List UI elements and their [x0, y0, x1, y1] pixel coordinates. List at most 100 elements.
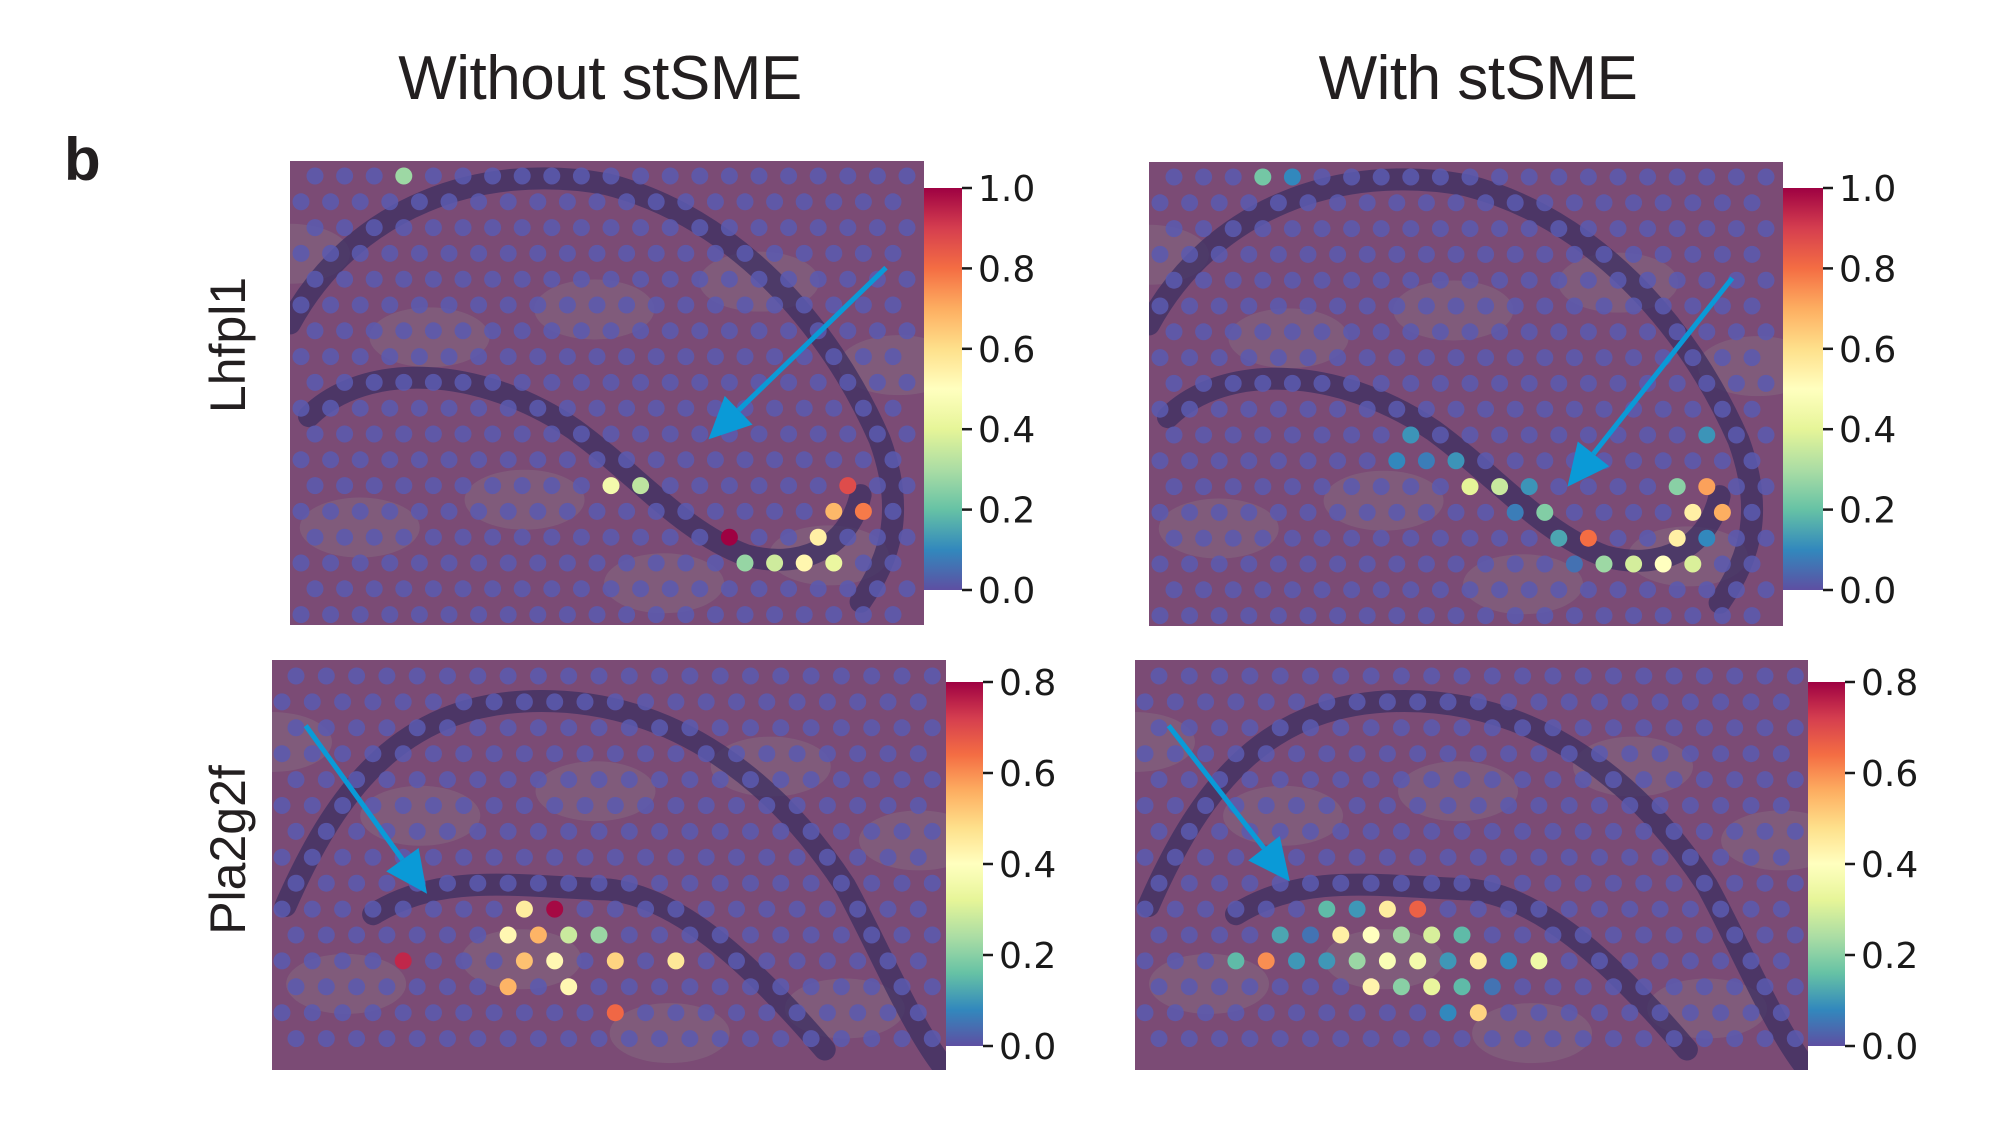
background-spot [1500, 745, 1518, 763]
background-spot [440, 348, 458, 366]
background-spot [728, 797, 745, 814]
background-spot [602, 528, 620, 546]
background-spot [742, 926, 759, 944]
background-spot [381, 554, 399, 572]
background-spot [1726, 926, 1744, 944]
background-spot [1166, 952, 1184, 970]
background-spot [1197, 797, 1215, 814]
background-spot [336, 477, 354, 495]
background-spot [1240, 245, 1258, 263]
background-spot [1695, 771, 1713, 789]
background-spot [1726, 1030, 1744, 1048]
background-spot [529, 606, 547, 624]
background-spot [772, 874, 790, 892]
tissue-image [1135, 660, 1808, 1070]
expression-spot [825, 502, 843, 520]
background-spot [1595, 245, 1613, 263]
background-spot [1241, 667, 1259, 685]
background-spot [1621, 693, 1639, 711]
background-spot [543, 580, 561, 598]
expression-spot [546, 900, 564, 918]
background-spot [1514, 822, 1532, 840]
background-spot [440, 554, 458, 572]
background-spot [485, 848, 503, 866]
background-spot [317, 874, 335, 892]
background-spot [381, 399, 399, 417]
background-spot [1668, 220, 1686, 238]
background-spot [1500, 848, 1518, 866]
expression-spot [1423, 978, 1441, 996]
background-spot [273, 693, 291, 711]
background-spot [334, 745, 352, 763]
spatial-plot-lhfpl1-with-stsme: 0.0 0.2 0.4 0.6 0.8 1.0 [1149, 162, 1896, 626]
background-spot [1605, 719, 1622, 737]
background-spot [1313, 529, 1331, 547]
background-spot [394, 797, 412, 814]
background-spot [802, 667, 820, 685]
background-spot [455, 848, 473, 866]
background-spot [1520, 581, 1538, 599]
background-spot [802, 1030, 820, 1048]
background-spot [1166, 848, 1184, 866]
background-spot [1195, 220, 1213, 238]
background-spot [1423, 874, 1441, 892]
background-spot [909, 797, 927, 814]
background-spot [348, 926, 366, 944]
background-spot [795, 451, 813, 469]
background-spot [1151, 297, 1169, 315]
background-spot [1530, 900, 1548, 918]
background-spot [351, 606, 369, 624]
expression-spot [1388, 452, 1406, 470]
background-spot [588, 348, 606, 366]
background-spot [1574, 771, 1592, 789]
background-spot [677, 399, 695, 417]
background-spot [378, 874, 396, 892]
background-spot [1506, 349, 1524, 367]
background-spot [410, 606, 428, 624]
background-spot [1257, 797, 1275, 814]
background-spot [484, 477, 502, 495]
background-spot [647, 244, 665, 262]
expression-spot [1668, 529, 1686, 547]
background-spot [758, 745, 776, 763]
panel-letter: b [64, 126, 101, 193]
background-spot [1726, 978, 1744, 996]
background-spot [1254, 581, 1272, 599]
background-spot [1727, 271, 1745, 289]
colorbar-tick-label: 0.8 [999, 663, 1056, 704]
background-spot [1654, 503, 1672, 521]
background-spot [780, 270, 798, 288]
background-spot [780, 477, 798, 495]
background-spot [772, 1030, 790, 1048]
background-spot [558, 606, 576, 624]
background-spot [839, 580, 857, 598]
tissue-patch [272, 712, 332, 772]
background-spot [1241, 1030, 1259, 1048]
background-spot [1654, 245, 1672, 263]
background-spot [469, 926, 487, 944]
background-spot [1151, 607, 1169, 625]
background-spot [1378, 1004, 1396, 1022]
background-spot [854, 348, 872, 366]
background-spot [365, 270, 383, 288]
background-spot [1211, 667, 1229, 685]
background-spot [1269, 245, 1287, 263]
background-spot [681, 667, 699, 685]
background-spot [802, 874, 820, 892]
background-spot [923, 978, 941, 996]
background-spot [742, 1030, 759, 1048]
background-spot [802, 771, 820, 789]
background-spot [849, 797, 867, 814]
background-spot [1181, 607, 1199, 625]
background-spot [1668, 323, 1686, 341]
background-spot [273, 797, 291, 814]
background-spot [454, 528, 472, 546]
background-spot [513, 270, 531, 288]
background-spot [1417, 555, 1435, 573]
background-spot [1786, 978, 1804, 996]
background-spot [1698, 374, 1716, 392]
background-spot [839, 425, 857, 443]
background-spot [1756, 1030, 1774, 1048]
background-spot [1211, 978, 1229, 996]
background-spot [425, 848, 442, 866]
